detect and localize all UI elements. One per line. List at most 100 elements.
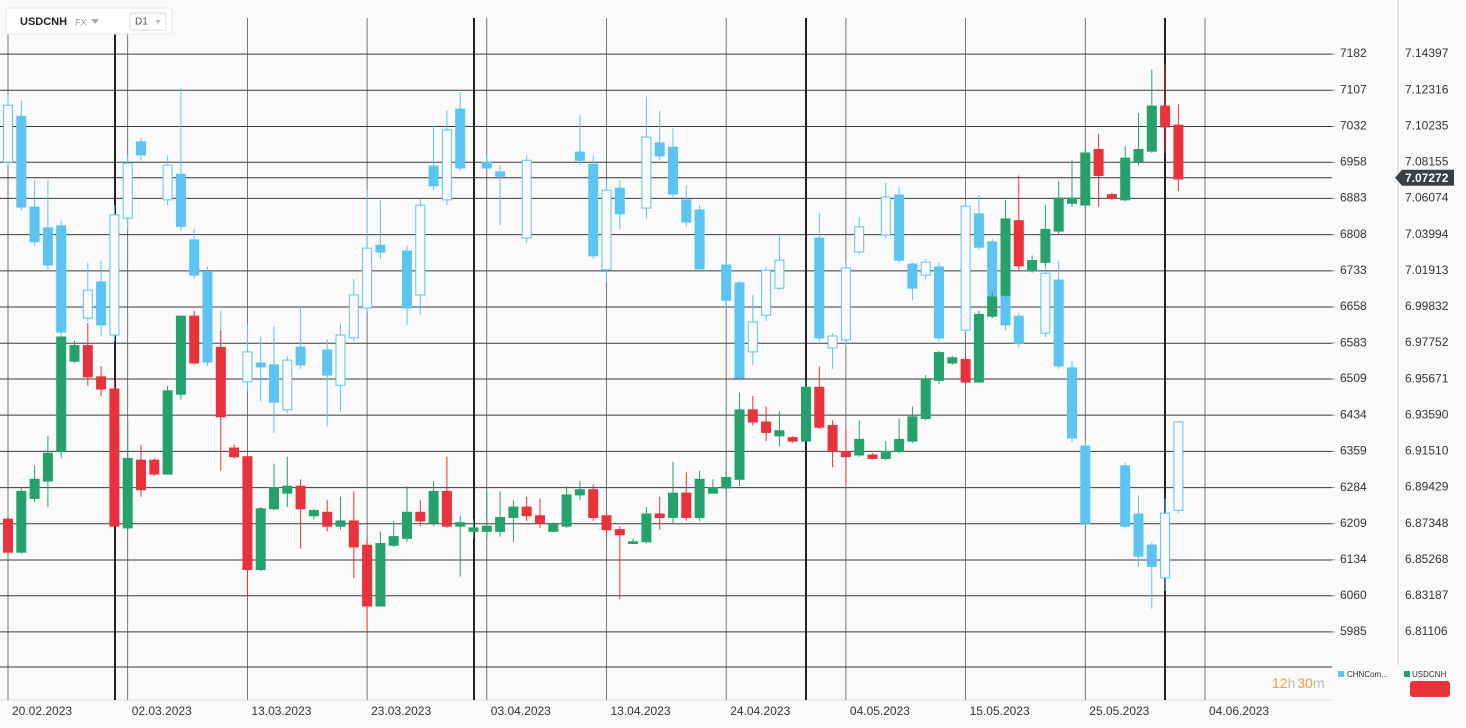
candle-body	[282, 359, 293, 411]
candle-body	[574, 489, 585, 496]
candle-body	[1133, 513, 1144, 557]
candle-body	[415, 204, 426, 296]
labels: 7182 7107 7032 6958 6883 6808 6733 6658 6583 6509…	[12, 46, 1454, 718]
candle-body	[880, 451, 891, 459]
candle-body	[880, 196, 891, 236]
candle-body	[402, 511, 412, 539]
y2-tick-label: 7.08155	[1405, 155, 1449, 169]
candle-body	[1120, 465, 1131, 527]
candle-body	[641, 513, 652, 543]
candle-body	[1040, 272, 1051, 334]
candle-body	[934, 266, 944, 339]
candle-body	[402, 250, 412, 309]
candle-body	[548, 523, 559, 532]
dropdown-arrow[interactable]	[91, 19, 99, 24]
timeframe-select[interactable]	[129, 12, 167, 31]
candle-body	[122, 457, 133, 529]
candle-body	[56, 225, 67, 333]
y-tick-label: 7107	[1340, 82, 1367, 96]
candle-body	[734, 282, 745, 379]
candle-body	[787, 437, 798, 442]
candle-body	[455, 522, 466, 527]
x-tick-label: 13.04.2023	[611, 704, 671, 718]
candle-body	[29, 206, 40, 243]
x-tick-label: 25.05.2023	[1089, 704, 1149, 718]
candle-body	[668, 492, 678, 518]
candle-body	[521, 506, 532, 517]
last-price-label: 7.07272	[1405, 171, 1449, 185]
candle-body	[894, 194, 905, 261]
candle-body	[1040, 228, 1051, 263]
candle-body	[973, 313, 984, 383]
candle-body	[56, 336, 67, 453]
candle-body	[42, 227, 53, 266]
y2-tick-label: 7.14397	[1405, 46, 1449, 60]
y-tick-label: 6134	[1340, 552, 1367, 566]
candle-body	[269, 487, 279, 510]
candle-body	[308, 510, 319, 517]
candle-body	[269, 364, 279, 403]
candle-body	[654, 142, 665, 157]
market: FX	[75, 17, 87, 27]
candle-body	[535, 515, 545, 524]
y-tick-label: 6808	[1340, 227, 1367, 241]
candle-body	[242, 351, 253, 383]
candle-body	[415, 511, 426, 522]
candle-body	[1106, 194, 1117, 199]
candle-body	[255, 362, 266, 368]
y-tick-label: 7182	[1340, 46, 1367, 60]
candle-body	[1013, 315, 1024, 344]
y2-tick-label: 6.99832	[1405, 299, 1449, 313]
candle-body	[840, 451, 851, 458]
candle-body	[109, 214, 120, 336]
candle-body	[761, 421, 772, 433]
candle-body	[468, 527, 479, 532]
candle-body	[82, 345, 93, 378]
candle-body	[1173, 124, 1184, 180]
candle-body	[136, 141, 146, 156]
y-tick-label: 6284	[1340, 480, 1367, 494]
header: USDCNH FX D1	[5, 7, 173, 35]
month-separators	[114, 18, 1166, 700]
candle-body	[668, 146, 678, 195]
legend-label[interactable]: CHNCom...	[1347, 670, 1388, 679]
candle-body	[601, 515, 612, 531]
candle-body	[16, 115, 27, 208]
close-button[interactable]	[1410, 681, 1450, 697]
candle-body	[136, 459, 146, 491]
y2-tick-label: 7.06074	[1405, 191, 1449, 205]
candle-body	[814, 386, 825, 428]
candle-body	[854, 226, 865, 253]
y-tick-label: 6733	[1340, 263, 1367, 277]
candle-body	[122, 162, 133, 219]
candle-body	[96, 376, 107, 390]
x-tick-label: 23.03.2023	[371, 704, 431, 718]
x-tick-label: 24.04.2023	[730, 704, 790, 718]
dropdown-arrow[interactable]	[155, 20, 161, 24]
candle-body	[1080, 445, 1091, 524]
candle-body	[255, 508, 266, 571]
candle-body	[322, 511, 333, 527]
candle-body	[441, 490, 452, 527]
y2-tick-label: 7.10235	[1405, 118, 1449, 132]
candle-body	[1027, 260, 1038, 272]
candle-body	[348, 294, 359, 339]
candle-body	[1067, 197, 1077, 204]
y2-tick-label: 6.83187	[1405, 588, 1449, 602]
y2-tick-label: 6.81106	[1405, 624, 1448, 638]
x-tick-label: 04.05.2023	[850, 704, 910, 718]
candle-body	[867, 454, 878, 459]
y2-tick-label: 6.85268	[1405, 552, 1449, 566]
y2-tick-label: 6.87348	[1405, 516, 1449, 530]
x-tick-label: 13.03.2023	[251, 704, 311, 718]
candle-body	[335, 520, 346, 527]
candle-body	[614, 529, 625, 536]
candle-body	[189, 239, 200, 276]
candle-body	[1133, 148, 1144, 163]
candle-body	[694, 478, 705, 518]
legend-label[interactable]: USDCNH	[1412, 670, 1446, 679]
candle-body	[481, 525, 492, 532]
candle-body	[295, 485, 306, 510]
x-tick-label: 20.02.2023	[12, 704, 72, 718]
